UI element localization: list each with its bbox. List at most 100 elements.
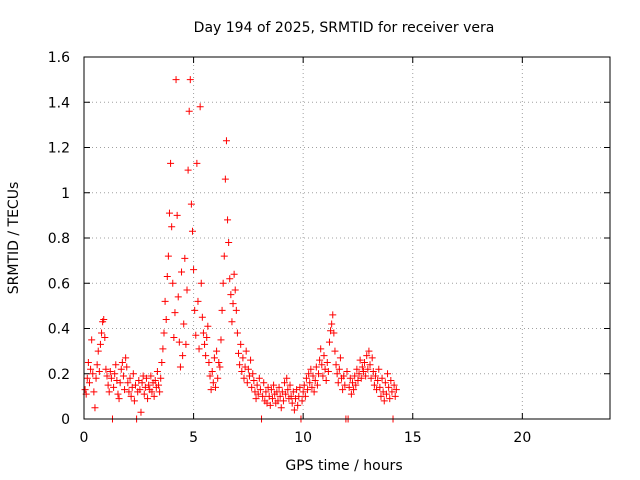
- data-point: [378, 374, 386, 382]
- data-point: [322, 377, 330, 385]
- data-point: [137, 408, 145, 416]
- data-point: [181, 254, 189, 262]
- data-point: [277, 404, 285, 412]
- data-point: [225, 239, 233, 247]
- data-point: [325, 338, 333, 346]
- data-point: [151, 377, 159, 385]
- data-point: [370, 381, 378, 389]
- data-point: [157, 374, 165, 382]
- data-point: [250, 377, 258, 385]
- data-point: [136, 386, 144, 394]
- data-point: [295, 392, 303, 400]
- data-point: [329, 311, 337, 319]
- data-point: [102, 365, 110, 373]
- data-point: [140, 390, 148, 398]
- data-point: [147, 372, 155, 380]
- data-point: [178, 268, 186, 276]
- data-point: [194, 297, 202, 305]
- data-point: [165, 209, 173, 217]
- data-point: [110, 383, 118, 391]
- x-tick-label: 15: [404, 430, 422, 446]
- data-point: [171, 309, 179, 317]
- data-point: [381, 379, 389, 387]
- data-point: [301, 392, 309, 400]
- data-point: [126, 374, 134, 382]
- data-point: [158, 358, 166, 366]
- data-point: [193, 159, 201, 167]
- data-point: [247, 356, 255, 364]
- axis-tick-labels: 0 5 10 15 20 0 0.2 0.4 0.6 0.8 1 1.2 1.4 1.6: [48, 50, 532, 446]
- data-point: [345, 383, 353, 391]
- data-point: [116, 379, 124, 387]
- data-point: [112, 361, 120, 369]
- data-point: [308, 383, 316, 391]
- data-point: [226, 275, 234, 283]
- data-point: [84, 358, 92, 366]
- y-tick-label: 0.6: [48, 276, 70, 292]
- data-point: [162, 315, 170, 323]
- data-point: [167, 159, 175, 167]
- data-point: [174, 293, 182, 301]
- data-point: [195, 345, 203, 353]
- data-point: [339, 386, 347, 394]
- data-point: [391, 392, 399, 400]
- data-point: [156, 388, 164, 396]
- data-point: [115, 395, 123, 403]
- data-point: [232, 306, 240, 314]
- data-point: [324, 367, 332, 375]
- data-point: [95, 367, 103, 375]
- x-tick-label: 20: [513, 430, 531, 446]
- data-point: [199, 329, 207, 337]
- data-point: [229, 300, 237, 308]
- data-point: [214, 374, 222, 382]
- data-point: [192, 331, 200, 339]
- plot-frame: [83, 56, 611, 420]
- data-point: [371, 372, 379, 380]
- data-point: [100, 315, 108, 323]
- data-point: [175, 338, 183, 346]
- data-point: [390, 381, 398, 389]
- data-point: [356, 356, 364, 364]
- data-point: [90, 388, 98, 396]
- y-tick-label: 0.4: [48, 322, 70, 338]
- data-point: [248, 383, 256, 391]
- data-point: [380, 397, 388, 405]
- data-point: [169, 279, 177, 287]
- chart-title: Day 194 of 2025, SRMTID for receiver ver…: [194, 20, 495, 36]
- data-point: [305, 370, 313, 378]
- data-point: [361, 358, 369, 366]
- data-point: [318, 361, 326, 369]
- y-tick-label: 0.8: [48, 231, 70, 247]
- data-point: [197, 279, 205, 287]
- data-point: [101, 334, 109, 342]
- data-point: [186, 76, 194, 84]
- data-point: [302, 374, 310, 382]
- data-point: [129, 370, 137, 378]
- data-point: [309, 372, 317, 380]
- data-point: [228, 318, 236, 326]
- data-point: [353, 365, 361, 373]
- data-point: [332, 361, 340, 369]
- data-point: [363, 352, 371, 360]
- data-point: [317, 345, 325, 353]
- data-point: [106, 367, 114, 375]
- data-point: [268, 395, 276, 403]
- data-point: [386, 395, 394, 403]
- data-point: [117, 365, 125, 373]
- data-point: [219, 279, 227, 287]
- data-point: [284, 386, 292, 394]
- data-point: [260, 379, 268, 387]
- data-point: [343, 367, 351, 375]
- data-point: [190, 266, 198, 274]
- data-point: [331, 347, 339, 355]
- data-point: [83, 374, 91, 382]
- data-point: [138, 379, 146, 387]
- data-point: [132, 381, 140, 389]
- data-point: [145, 381, 153, 389]
- data-point: [236, 361, 244, 369]
- data-point: [279, 397, 287, 405]
- data-point: [160, 329, 168, 337]
- y-axis-label: SRMTID / TECUs: [6, 182, 22, 295]
- data-point: [183, 286, 191, 294]
